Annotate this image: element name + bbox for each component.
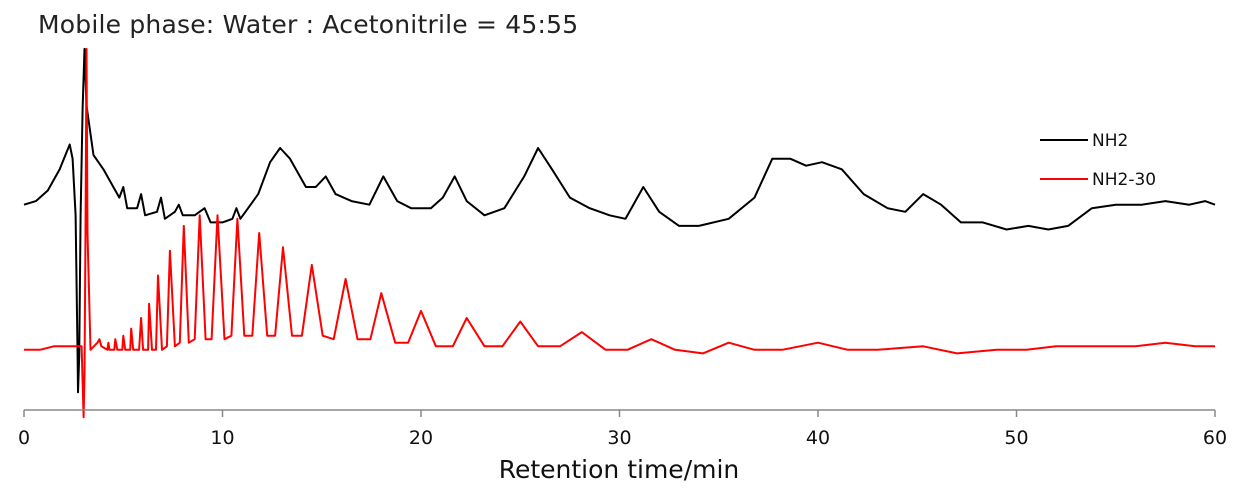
x-tick-label: 30 xyxy=(607,427,631,449)
chart-title: Mobile phase: Water : Acetonitrile = 45:… xyxy=(38,10,579,39)
x-tick-label: 0 xyxy=(18,427,30,449)
legend-label-nh2: NH2 xyxy=(1092,131,1128,151)
x-tick-label: 40 xyxy=(806,427,830,449)
series-layer xyxy=(23,47,1216,419)
x-tick-label: 10 xyxy=(210,427,234,449)
series-line-nh2-30 xyxy=(24,47,1215,419)
x-tick-label: 20 xyxy=(409,427,433,449)
x-tick-label: 50 xyxy=(1004,427,1028,449)
legend-label-nh2-30: NH2-30 xyxy=(1092,170,1156,190)
x-tick-label: 60 xyxy=(1203,427,1227,449)
x-ticks: 0 10 20 30 40 50 60 xyxy=(18,410,1227,449)
series-line-nh2 xyxy=(23,47,1216,394)
legend: NH2 NH2-30 xyxy=(1040,131,1156,190)
x-axis-title: Retention time/min xyxy=(499,455,740,484)
